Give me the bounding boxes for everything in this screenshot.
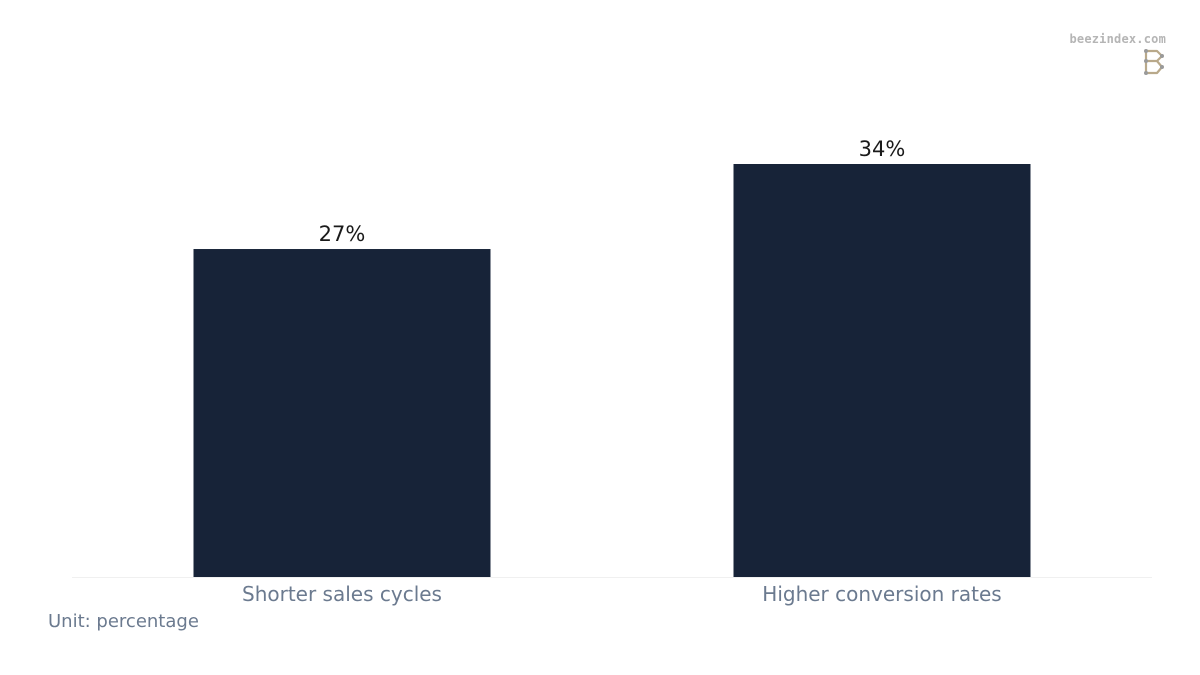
bar-group (193, 164, 1031, 577)
category-label-2: Higher conversion rates (762, 582, 1001, 606)
value-label-1: 27% (319, 222, 366, 246)
b-logo-icon (1144, 49, 1164, 75)
category-label-group: Shorter sales cycles Higher conversion ra… (242, 582, 1002, 606)
bar-1 (193, 249, 491, 577)
value-label-2: 34% (859, 137, 906, 161)
category-label-1: Shorter sales cycles (242, 582, 442, 606)
bar-2 (733, 164, 1031, 577)
value-label-group: 27% 34% (319, 137, 906, 246)
brand-site-text: beezindex.com (1069, 32, 1166, 46)
brand-watermark: beezindex.com (1069, 32, 1166, 76)
unit-note: Unit: percentage (48, 611, 199, 632)
